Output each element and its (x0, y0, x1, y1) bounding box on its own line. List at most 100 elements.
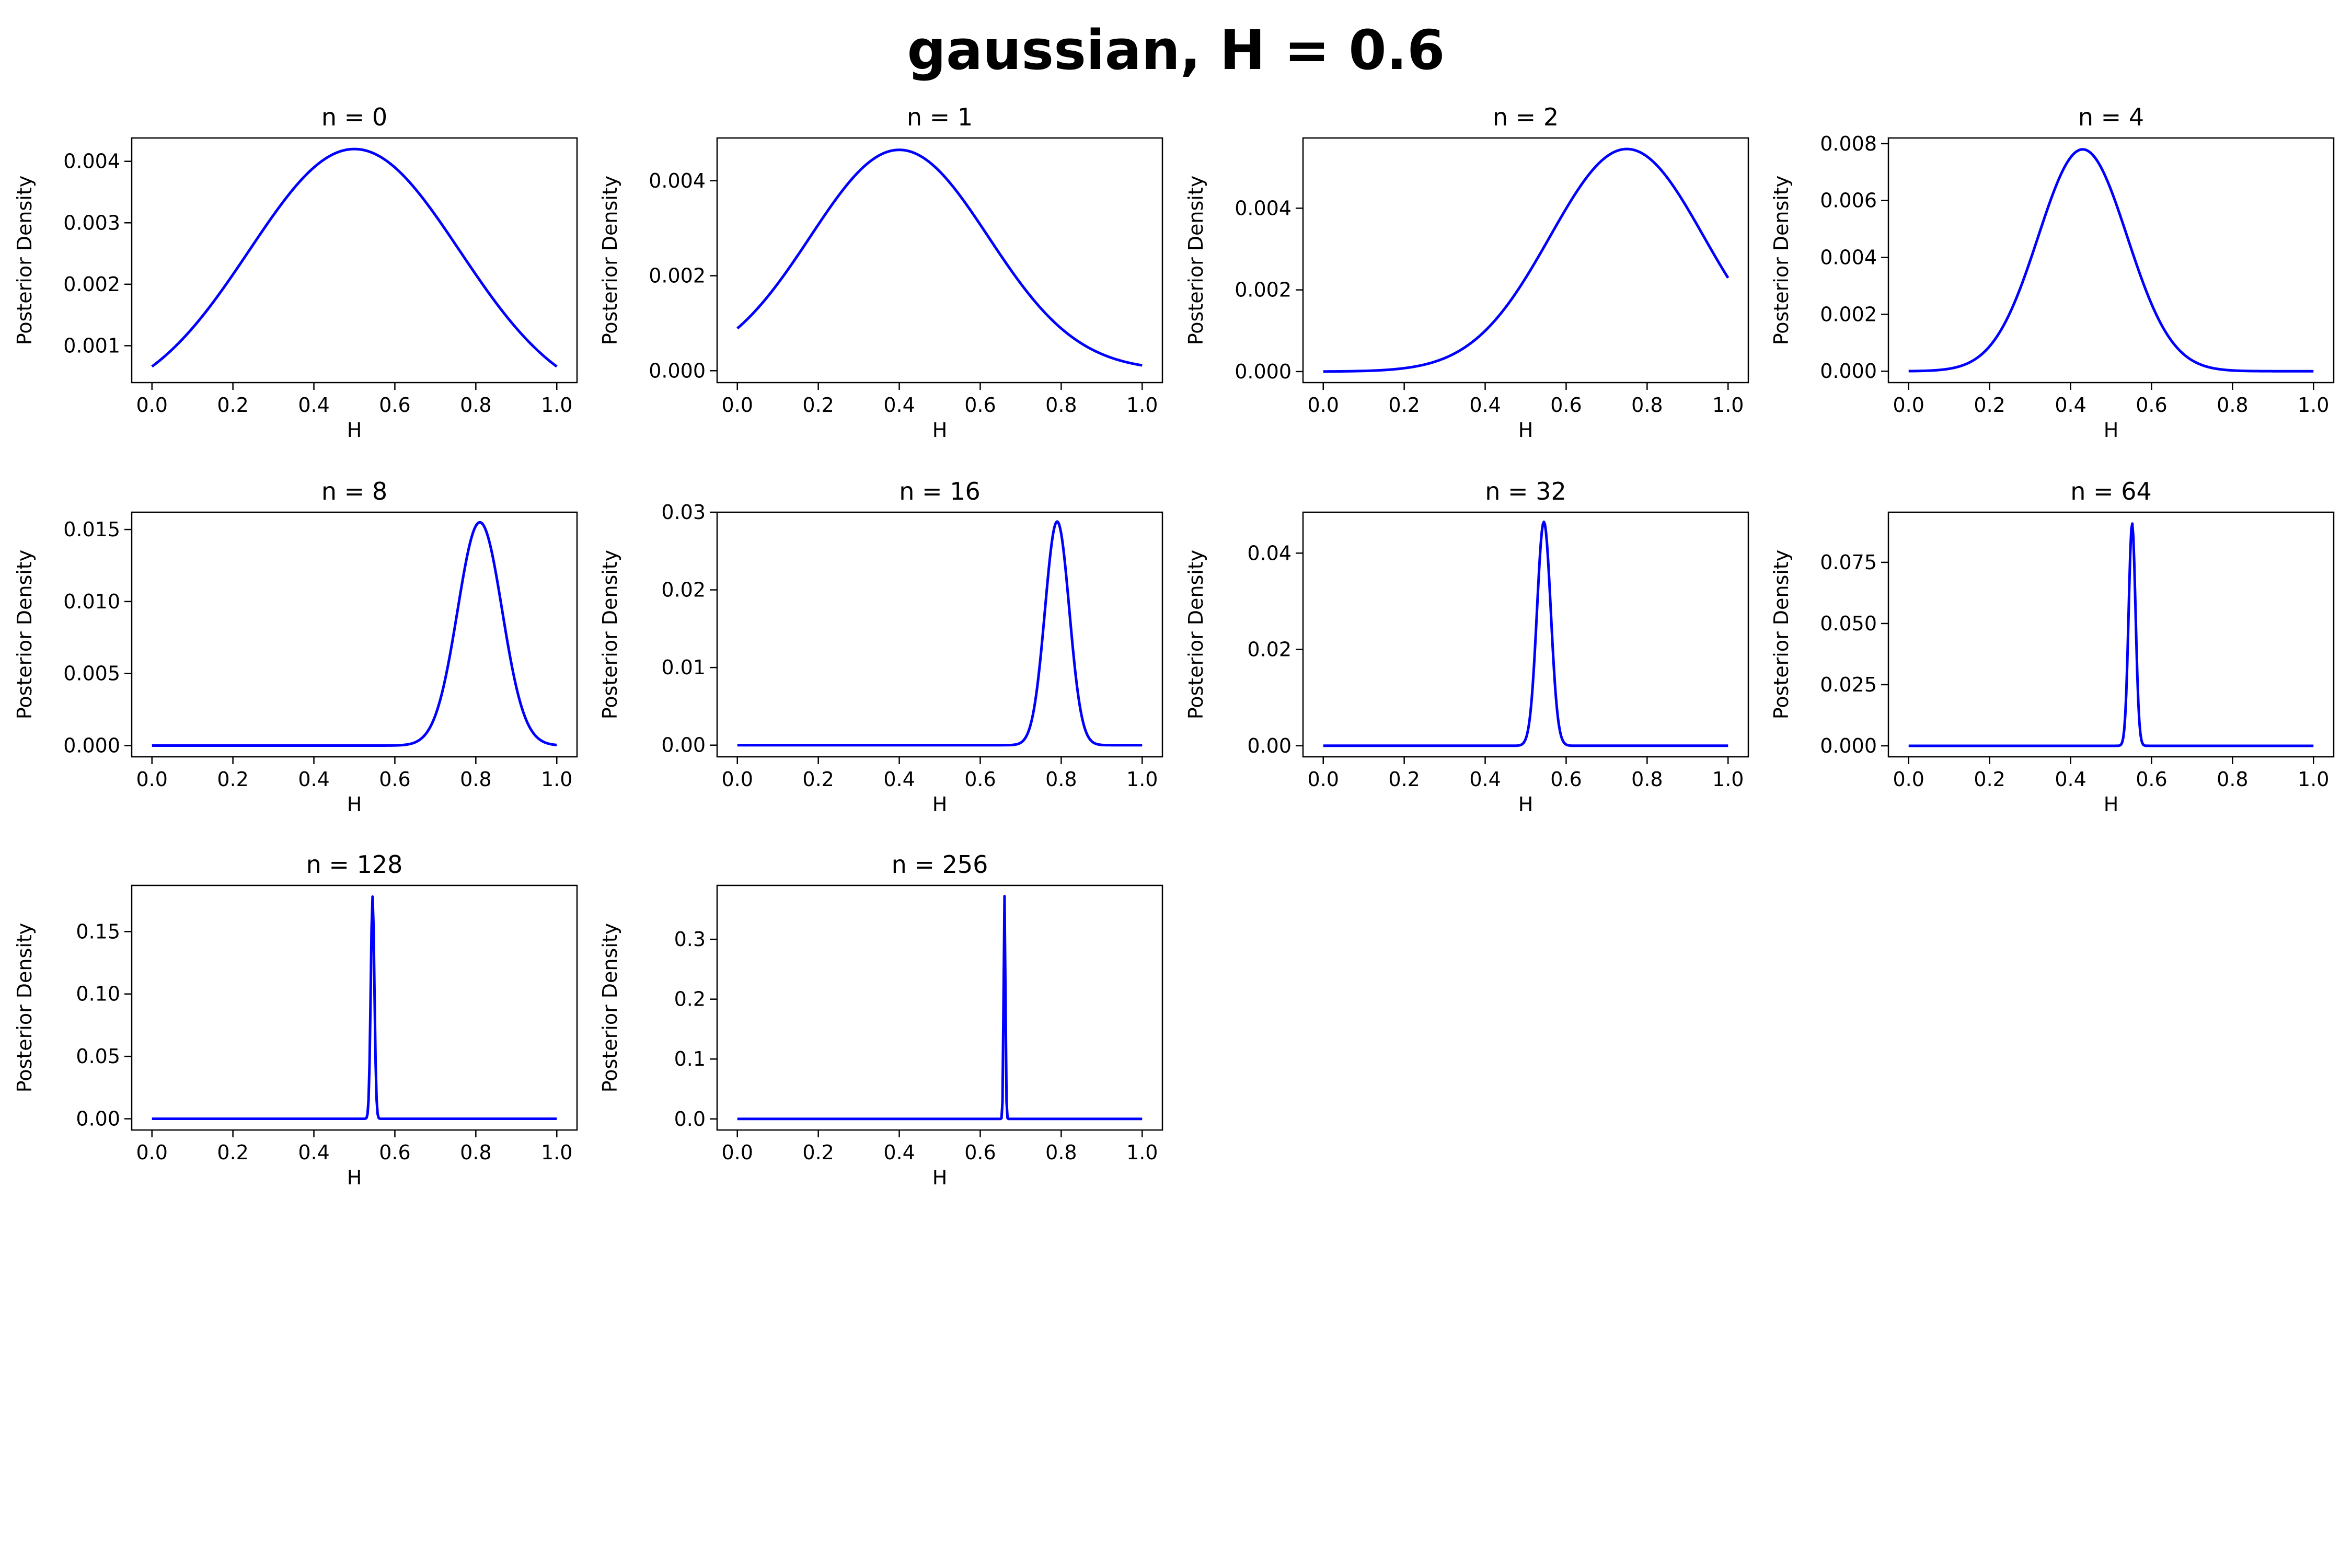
x-tick-label: 0.0 (722, 768, 753, 791)
y-axis-label: Posterior Density (13, 550, 36, 719)
y-tick-label: 0.008 (1820, 132, 1877, 155)
axes-frame (716, 137, 1163, 384)
x-tick-label: 0.8 (1631, 394, 1663, 417)
x-tick-label: 0.2 (217, 394, 248, 417)
y-tick-label: 0.002 (1820, 303, 1877, 326)
subplot-9: n = 128 0.0 0.2 0.4 0.6 0.8 1.0 0.00 0.05 0.10 0.1… (13, 850, 578, 1189)
x-tick-label: 0.6 (964, 1141, 996, 1164)
subplot-7: n = 32 0.0 0.2 0.4 0.6 0.8 1.0 0.00 0.02 0.04 H Pos… (1184, 477, 1749, 816)
posterior-curve (151, 147, 558, 368)
x-tick-label: 0.2 (1974, 768, 2005, 791)
x-tick-label: 0.4 (2055, 768, 2086, 791)
x-tick-label: 0.2 (802, 1141, 834, 1164)
y-tick-label: 0.025 (1820, 673, 1877, 696)
y-tick-label: 0.1 (674, 1047, 706, 1070)
x-tick-label: 1.0 (1712, 394, 1744, 417)
x-axis-label: H (347, 1166, 362, 1189)
posterior-curve (1323, 147, 1730, 373)
x-tick-label: 0.8 (460, 1141, 491, 1164)
x-axis-label: H (2104, 419, 2119, 442)
y-tick-label: 0.002 (63, 273, 120, 296)
x-tick-label: 0.6 (1550, 394, 1582, 417)
x-tick-label: 0.0 (136, 394, 168, 417)
subplot-2: n = 1 0.0 0.2 0.4 0.6 0.8 1.0 0.000 0.002 0.004 H P… (598, 103, 1163, 442)
posterior-curve (737, 520, 1143, 747)
x-tick-label: 0.8 (460, 768, 491, 791)
subplot-title: n = 64 (2070, 477, 2151, 505)
y-axis-label: Posterior Density (1184, 176, 1207, 345)
x-tick-label: 0.0 (136, 768, 168, 791)
subplot-8: n = 64 0.0 0.2 0.4 0.6 0.8 1.0 0.000 0.025 0.050 0… (1770, 477, 2335, 816)
y-tick-label: 0.10 (76, 983, 120, 1006)
y-tick-label: 0.04 (1247, 541, 1292, 564)
y-tick-label: 0.004 (649, 169, 706, 192)
x-tick-label: 1.0 (1126, 1141, 1158, 1164)
x-axis-label: H (2104, 793, 2119, 816)
y-tick-label: 0.00 (661, 734, 706, 757)
x-tick-label: 0.6 (964, 394, 996, 417)
subplot-title: n = 8 (321, 477, 387, 505)
x-tick-label: 0.2 (1388, 394, 1420, 417)
y-tick-label: 0.3 (674, 928, 706, 951)
x-tick-label: 0.4 (1469, 394, 1501, 417)
y-tick-label: 0.000 (1820, 360, 1877, 383)
subplot-6: n = 16 0.0 0.2 0.4 0.6 0.8 1.0 0.00 0.01 0.02 0.03… (598, 477, 1163, 816)
x-tick-label: 0.6 (1550, 768, 1582, 791)
subplot-title: n = 32 (1485, 477, 1566, 505)
subplot-title: n = 0 (321, 103, 387, 131)
posterior-curve (737, 895, 1143, 1121)
y-tick-label: 0.2 (674, 988, 706, 1011)
x-tick-label: 1.0 (541, 394, 572, 417)
subplot-5: n = 8 0.0 0.2 0.4 0.6 0.8 1.0 0.000 0.005 0.010 0.… (13, 477, 578, 816)
x-tick-label: 0.0 (1308, 768, 1339, 791)
y-tick-label: 0.00 (1247, 734, 1292, 757)
axes-frame (131, 137, 578, 384)
axes-frame (1302, 511, 1749, 758)
x-tick-label: 0.4 (298, 1141, 329, 1164)
y-axis-label: Posterior Density (598, 550, 621, 719)
x-tick-label: 0.4 (298, 394, 329, 417)
x-tick-label: 1.0 (2298, 768, 2329, 791)
x-tick-label: 1.0 (2298, 394, 2329, 417)
subplot-title: n = 256 (892, 850, 988, 879)
subplot-10: n = 256 0.0 0.2 0.4 0.6 0.8 1.0 0.0 0.1 0.2 0.3 H Po… (598, 850, 1163, 1189)
x-tick-label: 0.0 (1893, 394, 1924, 417)
posterior-curve (1908, 522, 2314, 747)
x-axis-label: H (932, 419, 948, 442)
x-tick-label: 0.0 (722, 1141, 753, 1164)
axes-frame (716, 511, 1163, 758)
x-tick-label: 0.4 (883, 1141, 915, 1164)
y-tick-label: 0.050 (1820, 612, 1877, 635)
subplot-title: n = 16 (899, 477, 980, 505)
posterior-curve (1323, 520, 1728, 747)
y-axis-label: Posterior Density (598, 923, 621, 1092)
posterior-curve (1908, 148, 2314, 373)
subplot-title: n = 128 (306, 850, 403, 879)
y-tick-label: 0.0 (674, 1108, 706, 1131)
x-axis-label: H (932, 1166, 948, 1189)
x-tick-label: 0.6 (379, 1141, 410, 1164)
subplot-title: n = 2 (1493, 103, 1559, 131)
x-axis-label: H (347, 419, 362, 442)
y-tick-label: 0.005 (63, 662, 120, 685)
axes-frame (131, 511, 578, 758)
y-tick-label: 0.01 (661, 656, 706, 679)
x-tick-label: 0.8 (1631, 768, 1663, 791)
x-tick-label: 1.0 (1712, 768, 1744, 791)
x-axis-label: H (932, 793, 948, 816)
axes-frame (1302, 137, 1749, 384)
x-tick-label: 0.4 (298, 768, 329, 791)
subplot-title: n = 4 (2078, 103, 2144, 131)
x-tick-label: 0.4 (1469, 768, 1501, 791)
y-tick-label: 0.000 (1235, 360, 1292, 383)
axes-frame (1887, 137, 2335, 384)
x-tick-label: 0.0 (1893, 768, 1924, 791)
y-tick-label: 0.000 (1820, 734, 1877, 757)
axes-frame (1887, 511, 2335, 758)
x-tick-label: 0.6 (2136, 768, 2167, 791)
y-tick-label: 0.006 (1820, 189, 1877, 212)
x-tick-label: 0.0 (1308, 394, 1339, 417)
x-tick-label: 0.6 (379, 768, 410, 791)
x-tick-label: 1.0 (541, 1141, 572, 1164)
